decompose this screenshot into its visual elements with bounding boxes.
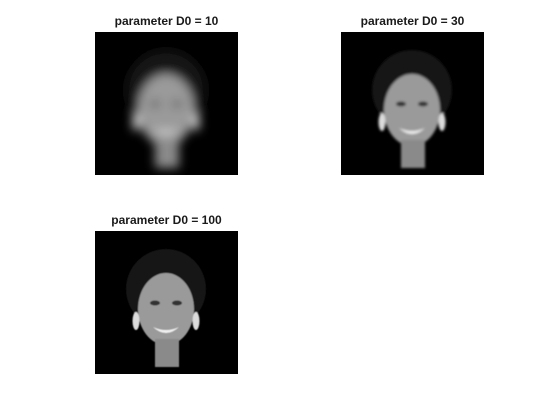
filtered-image [341, 32, 484, 175]
subplot-d0-10: parameter D0 = 10 [95, 14, 238, 176]
subplot-title: parameter D0 = 10 [114, 14, 219, 28]
filtered-image [95, 231, 238, 374]
face-image [126, 50, 206, 168]
subplot-title: parameter D0 = 100 [111, 213, 222, 227]
subplot-d0-100: parameter D0 = 100 [95, 213, 238, 375]
face-image [126, 249, 206, 367]
face-image [372, 50, 452, 168]
subplot-d0-30: parameter D0 = 30 [341, 14, 484, 176]
subplot-title: parameter D0 = 30 [360, 14, 465, 28]
filtered-image [95, 32, 238, 175]
